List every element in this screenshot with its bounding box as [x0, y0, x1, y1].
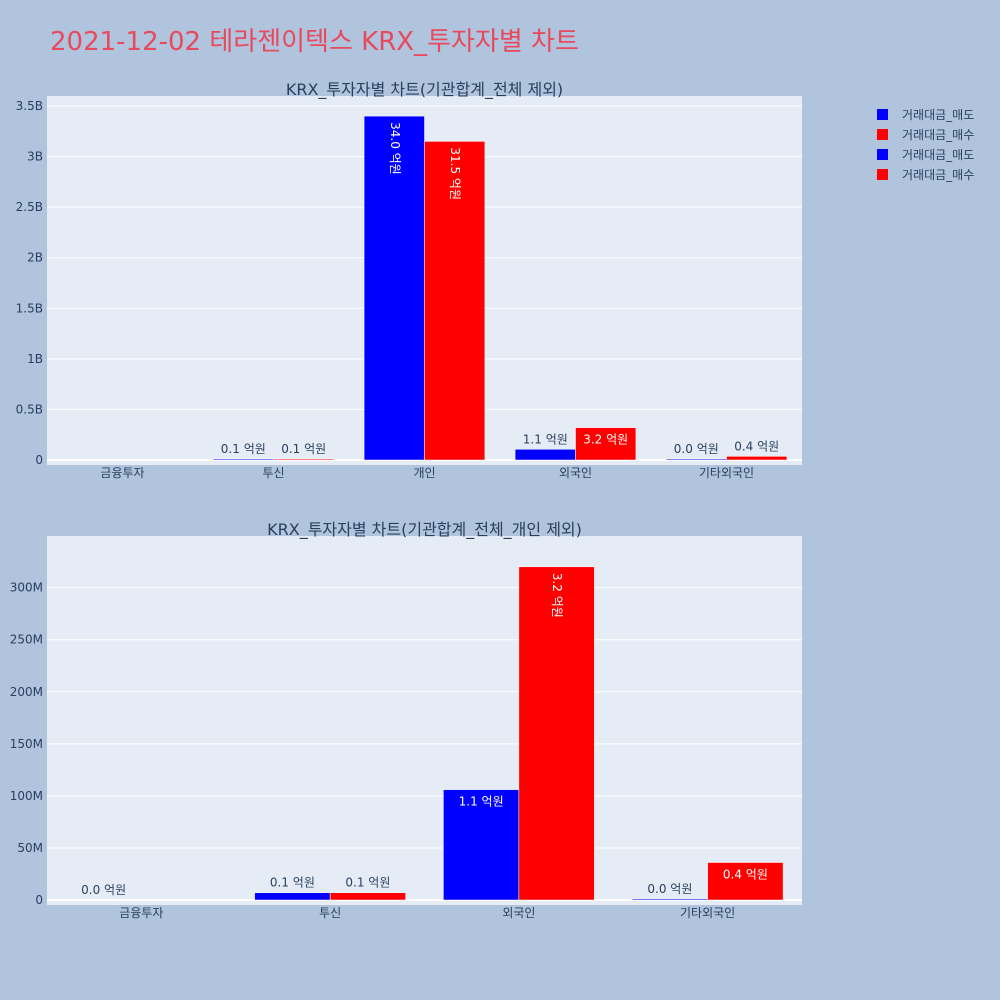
x-tick-label: 외국인	[559, 466, 592, 480]
bar-data-label: 0.0 억원	[647, 882, 692, 896]
bar-data-label: 3.2 억원	[550, 573, 564, 618]
x-tick-label: 개인	[413, 466, 435, 480]
bar	[631, 898, 708, 901]
bar	[273, 458, 335, 461]
y-tick-label: 300M	[10, 581, 43, 595]
bar-data-label: 0.0 억원	[674, 442, 719, 456]
y-tick-label: 150M	[10, 737, 43, 751]
y-tick-label: 0	[35, 893, 43, 907]
x-tick-label: 금융투자	[100, 466, 144, 480]
bar	[363, 115, 425, 461]
legend-swatch	[877, 129, 888, 140]
bar	[665, 458, 727, 461]
chart-panels: 0 0.5B 1B 1.5B 2B 2.5B 3B 3.5B KRX_투자자별 차트(기관합계_…	[10, 80, 802, 920]
x-tick-label: 투신	[262, 466, 284, 480]
bar-data-label: 1.1 억원	[523, 432, 568, 446]
x-tick-label: 기타외국인	[680, 906, 735, 920]
x-tick-label: 기타외국인	[699, 466, 754, 480]
legend-label: 거래대금_매수	[902, 128, 974, 142]
bar	[518, 566, 595, 901]
legend-swatch	[877, 169, 888, 180]
y-tick-label: 2.5B	[16, 200, 43, 214]
bar-data-label: 0.0 억원	[81, 883, 126, 897]
legend-label: 거래대금_매도	[902, 148, 974, 162]
y-tick-label: 3B	[27, 150, 43, 164]
x-tick-label: 금융투자	[119, 906, 163, 920]
y-tick-label: 0	[35, 453, 43, 467]
y-tick-label: 0.5B	[16, 402, 43, 416]
bar-data-label: 0.4 억원	[734, 439, 779, 453]
chart-panel-1: 0 0.5B 1B 1.5B 2B 2.5B 3B 3.5B KRX_투자자별 차트(기관합계_…	[16, 80, 802, 480]
bar-data-label: 3.2 억원	[583, 433, 628, 447]
bar-data-label: 0.4 억원	[723, 868, 768, 882]
legend-label: 거래대금_매도	[902, 108, 974, 122]
bar	[575, 427, 637, 461]
chart-title: KRX_투자자별 차트(기관합계_전체 제외)	[286, 80, 563, 100]
y-tick-label: 1.5B	[16, 301, 43, 315]
legend-label: 거래대금_매수	[902, 168, 974, 182]
y-tick-label: 3.5B	[16, 99, 43, 113]
y-tick-label: 250M	[10, 633, 43, 647]
bar-data-label: 0.1 억원	[270, 876, 315, 890]
chart-panel-2: 0 50M 100M 150M 200M 250M 300M KRX_투자자별 차트(기관합계…	[10, 520, 802, 920]
bar	[443, 789, 520, 901]
bar-data-label: 31.5 억원	[448, 147, 462, 200]
bar	[329, 892, 406, 901]
legend-swatch	[877, 109, 888, 120]
y-tick-label: 200M	[10, 685, 43, 699]
plot-area	[47, 536, 802, 905]
bar	[212, 458, 274, 461]
bar-data-label: 0.1 억원	[221, 442, 266, 456]
bar-data-label: 1.1 억원	[459, 795, 504, 809]
bar-data-label: 34.0 억원	[388, 122, 402, 175]
bar	[254, 892, 331, 901]
y-tick-label: 1B	[27, 352, 43, 366]
y-tick-label: 100M	[10, 789, 43, 803]
x-tick-label: 투신	[319, 906, 341, 920]
legend-swatch	[877, 149, 888, 160]
bar	[424, 141, 486, 461]
bar	[707, 862, 784, 901]
main-title: 2021-12-02 테라젠이텍스 KRX_투자자별 차트	[50, 27, 579, 57]
bar	[726, 456, 788, 461]
bar	[514, 449, 576, 461]
bar-data-label: 0.1 억원	[281, 442, 326, 456]
x-tick-label: 외국인	[502, 906, 535, 920]
y-tick-label: 50M	[17, 841, 43, 855]
bar-data-label: 0.1 억원	[345, 876, 390, 890]
chart-title: KRX_투자자별 차트(기관합계_전체_개인 제외)	[267, 520, 582, 540]
y-tick-label: 2B	[27, 251, 43, 265]
